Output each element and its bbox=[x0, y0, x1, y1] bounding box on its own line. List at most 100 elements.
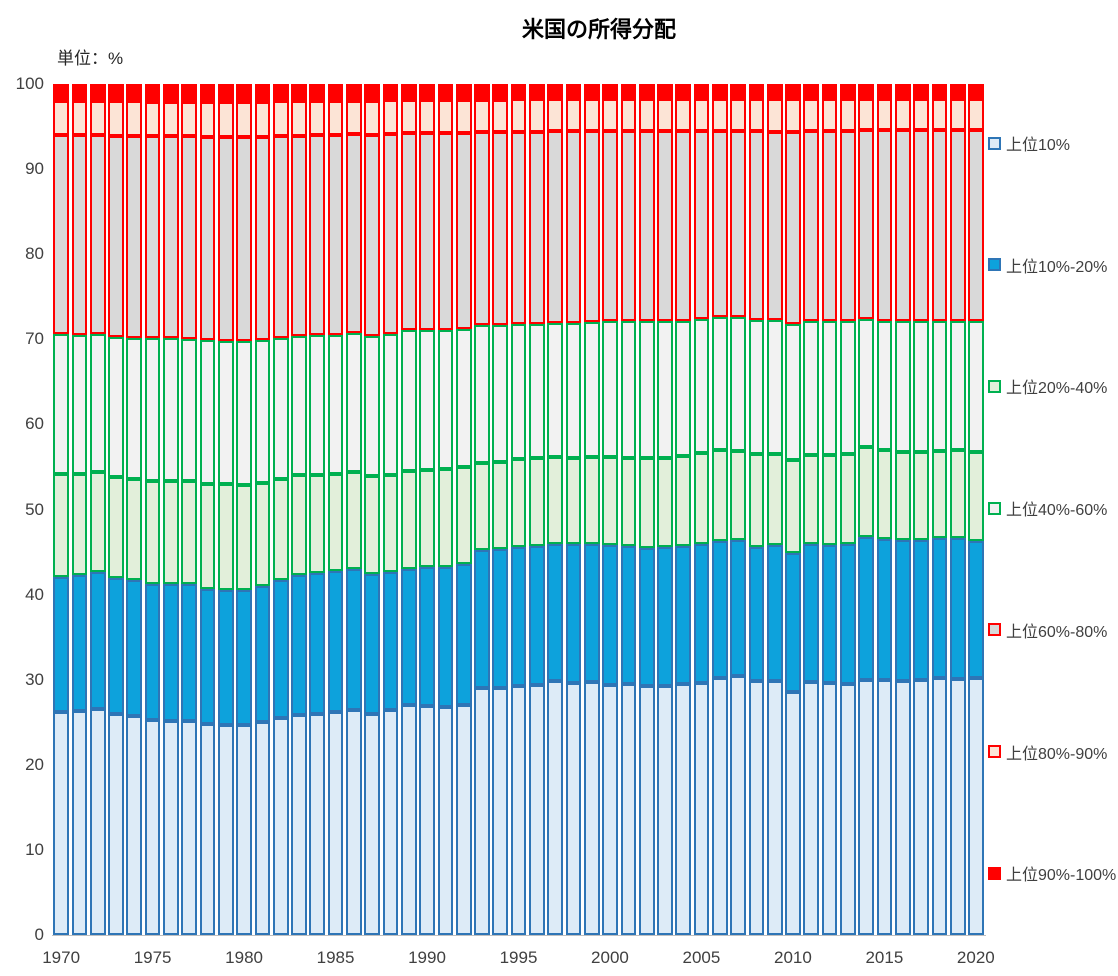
bar-segment bbox=[400, 569, 417, 706]
bar-segment bbox=[309, 713, 326, 935]
bar-segment bbox=[437, 566, 454, 707]
bar-segment bbox=[53, 576, 69, 713]
bar-segment bbox=[748, 546, 765, 682]
bar-segment bbox=[291, 84, 307, 102]
bar-segment bbox=[968, 84, 984, 99]
bar-1996 bbox=[529, 84, 545, 935]
bar-segment bbox=[803, 682, 820, 935]
bar-1978 bbox=[199, 84, 216, 935]
bar-segment bbox=[108, 336, 124, 478]
bar-segment bbox=[291, 101, 307, 136]
bar-2014 bbox=[858, 84, 875, 935]
bar-segment bbox=[510, 131, 527, 325]
y-tick-label: 10 bbox=[25, 839, 44, 859]
bar-segment bbox=[840, 130, 856, 322]
bar-segment bbox=[931, 130, 948, 321]
bar-2002 bbox=[638, 84, 655, 935]
bar-segment bbox=[71, 135, 88, 336]
bar-segment bbox=[163, 584, 179, 721]
bar-segment bbox=[657, 99, 673, 131]
bar-segment bbox=[492, 688, 509, 935]
y-tick-label: 70 bbox=[25, 329, 44, 349]
bar-segment bbox=[254, 340, 271, 484]
legend-key-swatch bbox=[988, 379, 1001, 393]
bar-segment bbox=[949, 98, 966, 130]
bar-segment bbox=[876, 320, 893, 450]
bar-segment bbox=[309, 101, 326, 136]
bar-segment bbox=[327, 335, 344, 474]
bar-segment bbox=[894, 84, 911, 99]
bar-segment bbox=[474, 462, 490, 550]
legend-item: 上位40%-60% bbox=[988, 498, 1107, 519]
bar-segment bbox=[638, 130, 655, 322]
bar-segment bbox=[53, 334, 69, 474]
bar-1981 bbox=[254, 84, 271, 935]
bar-segment bbox=[309, 335, 326, 475]
bar-1985 bbox=[327, 84, 344, 935]
bar-segment bbox=[89, 472, 106, 572]
bar-segment bbox=[144, 135, 161, 339]
bar-segment bbox=[675, 130, 692, 321]
bar-segment bbox=[400, 100, 417, 134]
bar-segment bbox=[254, 586, 271, 723]
bar-segment bbox=[327, 135, 344, 336]
bar-segment bbox=[236, 589, 252, 725]
bar-segment bbox=[657, 130, 673, 322]
bar-segment bbox=[217, 483, 234, 591]
bar-segment bbox=[675, 683, 692, 935]
bar-2005 bbox=[693, 84, 710, 935]
bar-1976 bbox=[163, 84, 179, 935]
bar-segment bbox=[711, 130, 728, 318]
bar-segment bbox=[108, 84, 124, 102]
bar-segment bbox=[71, 575, 88, 712]
bar-segment bbox=[53, 712, 69, 935]
bar-segment bbox=[602, 456, 618, 546]
y-tick-label: 30 bbox=[25, 669, 44, 689]
bar-segment bbox=[949, 84, 966, 99]
bar-segment bbox=[876, 130, 893, 321]
bar-segment bbox=[968, 130, 984, 322]
bar-segment bbox=[236, 84, 252, 102]
bar-segment bbox=[529, 546, 545, 685]
bar-segment bbox=[455, 329, 472, 467]
bar-segment bbox=[968, 541, 984, 678]
bar-1974 bbox=[126, 84, 143, 935]
bar-segment bbox=[181, 584, 198, 722]
bar-segment bbox=[913, 451, 929, 541]
bar-segment bbox=[126, 101, 143, 136]
bar-segment bbox=[437, 706, 454, 935]
bar-1992 bbox=[455, 84, 472, 935]
bar-segment bbox=[437, 84, 454, 101]
bar-segment bbox=[53, 101, 69, 136]
bar-segment bbox=[437, 329, 454, 469]
bar-segment bbox=[474, 549, 490, 689]
bar-segment bbox=[876, 539, 893, 680]
bar-segment bbox=[638, 321, 655, 459]
bar-segment bbox=[675, 99, 692, 131]
bar-segment bbox=[254, 722, 271, 935]
bar-segment bbox=[346, 472, 362, 570]
bar-segment bbox=[821, 683, 838, 935]
bar-segment bbox=[291, 135, 307, 336]
bar-segment bbox=[108, 135, 124, 337]
bar-segment bbox=[693, 318, 710, 454]
bar-segment bbox=[547, 681, 564, 935]
bar-2010 bbox=[785, 84, 801, 935]
bar-segment bbox=[821, 545, 838, 684]
bar-segment bbox=[382, 100, 399, 135]
bar-segment bbox=[858, 98, 875, 130]
bar-segment bbox=[400, 329, 417, 472]
bar-segment bbox=[730, 99, 746, 131]
bar-segment bbox=[657, 84, 673, 100]
bar-segment bbox=[89, 135, 106, 335]
bar-segment bbox=[492, 461, 509, 549]
bar-segment bbox=[785, 552, 801, 692]
bar-1977 bbox=[181, 84, 198, 935]
bar-segment bbox=[602, 99, 618, 131]
bar-segment bbox=[199, 483, 216, 589]
bar-segment bbox=[565, 323, 582, 458]
bar-segment bbox=[894, 681, 911, 935]
bar-segment bbox=[327, 101, 344, 136]
x-tick-label: 2005 bbox=[682, 948, 721, 967]
bar-1970 bbox=[53, 84, 69, 935]
